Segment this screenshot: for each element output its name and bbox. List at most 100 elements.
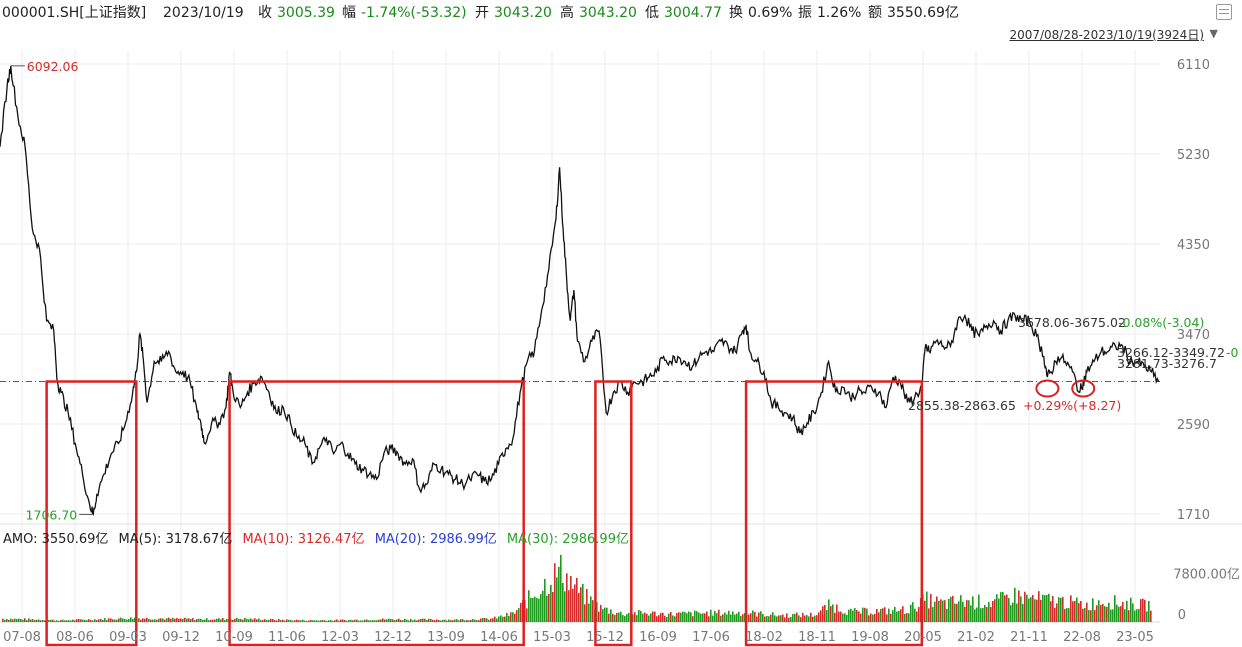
volume-bar <box>1062 596 1064 622</box>
volume-bar <box>508 615 510 622</box>
volume-bar <box>646 613 648 622</box>
panel-settings-icon[interactable] <box>1216 4 1232 20</box>
volume-bar <box>882 608 884 622</box>
volume-bar <box>526 608 528 622</box>
volume-bar <box>588 603 590 622</box>
volume-bar <box>162 618 164 622</box>
time-tick-label: 18-11 <box>798 630 836 645</box>
volume-bar <box>822 606 824 622</box>
volume-bar <box>578 592 580 622</box>
volume-bar <box>852 610 854 622</box>
time-tick-label: 12-12 <box>374 630 412 645</box>
volume-bar <box>996 594 998 622</box>
amount-label: 额 <box>868 5 882 21</box>
volume-bar <box>280 620 282 622</box>
volume-bar <box>242 619 244 622</box>
volume-bar <box>914 608 916 622</box>
volume-bar <box>180 618 182 622</box>
volume-bar <box>76 619 78 622</box>
segment-1-range: 3678.06-3675.02 <box>1018 315 1126 330</box>
volume-bar <box>426 619 428 622</box>
volume-bar <box>940 599 942 622</box>
volume-bar <box>624 616 626 622</box>
volume-bar <box>848 609 850 622</box>
amount-value: 3550.69亿 <box>887 5 959 21</box>
volume-bar <box>516 610 518 622</box>
volume-bar <box>602 609 604 622</box>
chevron-down-icon[interactable]: ▼ <box>1209 27 1218 40</box>
volume-bar <box>232 619 234 622</box>
volume-bar <box>642 613 644 622</box>
volume-bar <box>1096 605 1098 622</box>
volume-bar <box>1150 610 1152 622</box>
volume-bar <box>556 577 558 622</box>
volume-bar <box>376 620 378 622</box>
volume-bar <box>22 619 24 622</box>
volume-bar <box>794 613 796 622</box>
volume-bar <box>104 618 106 622</box>
volume-bar <box>362 620 364 622</box>
volume-bar <box>278 619 280 622</box>
date-range-selector[interactable]: 2007/08/28-2023/10/19(3924日) <box>1009 28 1204 42</box>
volume-bar <box>704 613 706 622</box>
volume-bar <box>440 620 442 622</box>
volume-bar <box>948 598 950 622</box>
volume-bar <box>910 604 912 622</box>
volume-bar <box>584 604 586 622</box>
volume-bar <box>270 618 272 622</box>
volume-bar <box>1120 606 1122 622</box>
volume-bar <box>778 615 780 622</box>
volume-bar <box>862 607 864 622</box>
turnover-value: 0.69% <box>748 5 793 21</box>
volume-bar <box>1014 587 1016 622</box>
time-tick-label: 07-08 <box>3 630 41 645</box>
volume-bar <box>868 615 870 622</box>
volume-bar <box>1046 595 1048 622</box>
volume-bar <box>282 619 284 622</box>
volume-bar <box>718 609 720 622</box>
volume-bar <box>418 619 420 622</box>
volume-bar <box>632 614 634 622</box>
time-tick-label: 09-03 <box>109 630 147 645</box>
volume-bar <box>500 615 502 622</box>
volume-bar <box>682 611 684 622</box>
volume-bar <box>944 600 946 622</box>
volume-bar <box>956 603 958 622</box>
grid-lines <box>0 50 1242 630</box>
volume-bar <box>482 617 484 622</box>
volume-bar <box>12 619 14 622</box>
volume-bar <box>930 594 932 622</box>
volume-bar <box>156 619 158 622</box>
volume-bar <box>990 606 992 622</box>
volume-bar <box>236 617 238 622</box>
volume-bar <box>986 607 988 622</box>
volume-bar <box>348 619 350 622</box>
close-value: 3005.39 <box>277 5 335 21</box>
volume-bar <box>574 584 576 622</box>
volume-bar <box>534 596 536 622</box>
volume-bar <box>760 611 762 622</box>
volume-bar <box>306 620 308 622</box>
volume-bar <box>984 605 986 622</box>
volume-bar <box>1124 609 1126 622</box>
volume-bar <box>310 619 312 622</box>
volume-bar <box>1030 597 1032 622</box>
volume-bar <box>536 597 538 622</box>
volume-bar <box>132 619 134 622</box>
volume-bar <box>988 601 990 622</box>
volume-bar <box>836 604 838 622</box>
volume-bar <box>828 599 830 622</box>
volume-bar <box>44 620 46 622</box>
volume-bar <box>246 618 248 622</box>
volume-bar <box>994 599 996 622</box>
volume-bar <box>620 611 622 622</box>
volume-bar <box>466 619 468 622</box>
volume-bar <box>856 610 858 622</box>
change-label: 幅 <box>342 5 356 21</box>
volume-bar <box>610 609 612 622</box>
volume-bar <box>190 618 192 622</box>
volume-bar <box>170 618 172 622</box>
volume-bar <box>1032 595 1034 622</box>
volume-bar <box>56 620 58 622</box>
volume-bar <box>460 619 462 622</box>
